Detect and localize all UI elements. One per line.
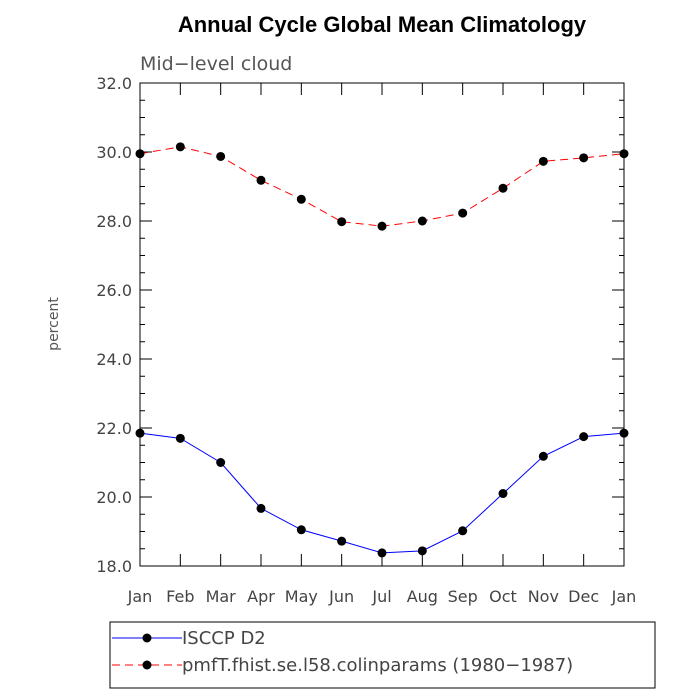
x-tick-label: Jul <box>371 587 391 606</box>
data-point <box>296 525 306 535</box>
data-point <box>337 217 347 227</box>
data-point <box>417 216 427 226</box>
axis-ticks: 18.0 20.0 22.0 24.0 26.0 28.0 30.0 32.0 Jan Feb Ma… <box>96 74 636 606</box>
legend-label: pmfT.fhist.se.l58.colinparams (1980−1987… <box>182 655 573 676</box>
data-point <box>538 156 548 166</box>
data-point <box>458 526 468 536</box>
x-tick-label: Oct <box>489 587 517 606</box>
chart-subtitle: Mid−level cloud <box>140 53 292 75</box>
data-point <box>135 428 145 438</box>
data-point <box>296 194 306 204</box>
y-axis-label: percent <box>46 297 62 351</box>
data-point <box>498 489 508 499</box>
data-point <box>175 142 185 152</box>
legend: ISCCP D2 pmfT.fhist.se.l58.colinparams (1… <box>112 628 573 676</box>
data-point <box>216 458 226 467</box>
data-point <box>337 536 347 546</box>
x-tick-label: Apr <box>247 587 275 606</box>
data-point <box>579 432 589 442</box>
x-tick-label: Jan <box>611 587 637 606</box>
data-point <box>256 503 266 513</box>
x-tick-label: Nov <box>528 587 559 606</box>
x-tick-label: Sep <box>448 587 478 606</box>
y-tick-label: 32.0 <box>96 74 132 93</box>
data-point <box>216 151 226 161</box>
data-point <box>175 433 185 443</box>
plot-frame <box>139 82 625 567</box>
y-tick-label: 18.0 <box>96 557 132 576</box>
chart-title: Annual Cycle Global Mean Climatology <box>178 12 587 37</box>
data-point <box>256 175 266 185</box>
y-tick-label: 20.0 <box>96 488 132 507</box>
series-line-0 <box>139 432 625 554</box>
data-point <box>619 149 629 159</box>
y-tick-label: 22.0 <box>96 419 132 438</box>
x-tick-label: Feb <box>166 587 194 606</box>
x-tick-label: Jan <box>127 587 153 606</box>
x-tick-label: Aug <box>407 587 438 606</box>
data-point <box>417 546 427 556</box>
x-tick-label: Jun <box>328 587 354 606</box>
data-point <box>619 428 629 438</box>
data-point <box>579 153 589 163</box>
data-point <box>377 221 387 231</box>
y-tick-label: 24.0 <box>96 350 132 369</box>
legend-marker <box>142 633 152 643</box>
y-tick-label: 30.0 <box>96 143 132 162</box>
legend-box <box>109 621 656 689</box>
data-point <box>458 208 468 218</box>
x-tick-label: Mar <box>206 587 237 606</box>
data-point <box>538 451 548 461</box>
series-layer <box>135 142 629 558</box>
legend-label: ISCCP D2 <box>182 628 266 649</box>
y-tick-label: 28.0 <box>96 212 132 231</box>
series-line-1 <box>139 146 625 227</box>
data-point <box>377 548 387 558</box>
data-point <box>498 183 508 193</box>
y-tick-label: 26.0 <box>96 281 132 300</box>
data-point <box>135 149 145 159</box>
x-tick-label: Dec <box>568 587 599 606</box>
x-tick-label: May <box>285 587 318 606</box>
legend-marker <box>142 660 152 670</box>
